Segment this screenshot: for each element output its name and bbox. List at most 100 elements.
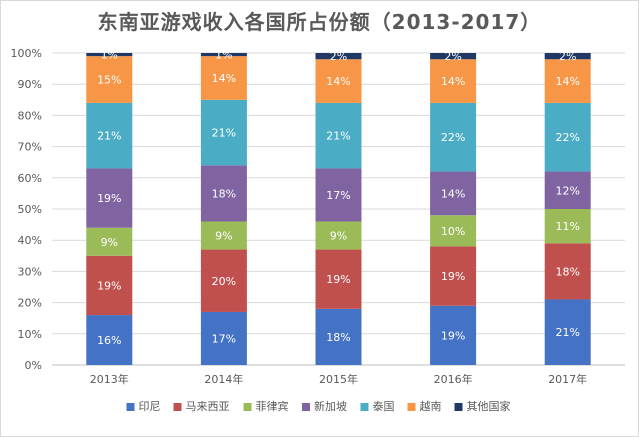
- bar-segment: [200, 99, 247, 166]
- y-tick-label: 60%: [18, 172, 42, 185]
- legend-swatch: [126, 403, 135, 411]
- data-label: 21%: [555, 326, 579, 339]
- x-tick-label: 2017年: [548, 372, 587, 386]
- bar-segment: [200, 56, 247, 100]
- data-label: 22%: [555, 131, 579, 144]
- x-tick-label: 2016年: [434, 372, 473, 386]
- data-label: 14%: [326, 75, 350, 88]
- bar-segment: [200, 53, 247, 57]
- bar-segment: [315, 102, 362, 169]
- bar-segment: [430, 171, 477, 216]
- data-label: 9%: [101, 236, 118, 249]
- data-label: 18%: [555, 265, 579, 278]
- legend-label: 新加坡: [314, 399, 347, 413]
- data-label: 12%: [555, 184, 579, 197]
- legend-label: 菲律宾: [256, 399, 289, 413]
- data-label: 1%: [101, 49, 118, 62]
- bar-segment: [430, 59, 477, 103]
- bar-segment: [430, 305, 477, 365]
- bar-segment: [315, 59, 362, 103]
- data-label: 14%: [441, 187, 465, 200]
- data-label: 1%: [215, 49, 232, 62]
- legend-label: 印尼: [139, 400, 161, 413]
- legend-swatch: [302, 403, 310, 411]
- bar-segment: [200, 165, 247, 222]
- x-tick-label: 2015年: [319, 372, 358, 386]
- chart-title: 东南亚游戏收入各国所占份额（2013-2017）: [97, 10, 542, 34]
- legend-label: 其他国家: [467, 399, 511, 413]
- bar-segment: [315, 53, 362, 60]
- data-label: 16%: [97, 334, 121, 347]
- bar-segment: [544, 102, 591, 172]
- data-label: 19%: [441, 329, 465, 342]
- bar-segment: [315, 168, 362, 222]
- data-label: 18%: [212, 187, 236, 200]
- y-tick-label: 80%: [18, 109, 42, 122]
- bar-segment: [86, 53, 133, 57]
- bar-segment: [430, 246, 477, 306]
- y-tick-label: 70%: [18, 141, 42, 154]
- y-tick-label: 0%: [25, 359, 42, 372]
- legend-label: 马来西亚: [186, 400, 230, 413]
- data-label: 11%: [555, 220, 579, 233]
- legend-swatch: [407, 403, 416, 411]
- data-label: 2%: [444, 50, 461, 63]
- bar-segment: [200, 221, 247, 250]
- bar-segment: [86, 102, 133, 169]
- y-tick-label: 40%: [18, 234, 42, 247]
- bar-segment: [544, 243, 591, 300]
- data-label: 18%: [326, 331, 350, 344]
- data-label: 14%: [555, 75, 579, 88]
- bar-segment: [544, 171, 591, 209]
- bar-segment: [544, 59, 591, 103]
- bar-segment: [86, 227, 133, 256]
- legend-swatch: [243, 403, 252, 411]
- legend-swatch: [454, 403, 463, 411]
- data-label: 2%: [559, 50, 576, 63]
- data-label: 21%: [212, 127, 236, 140]
- data-label: 15%: [97, 74, 121, 87]
- bar-segment: [86, 255, 133, 316]
- x-tick-label: 2014年: [204, 372, 243, 386]
- data-label: 17%: [212, 332, 236, 345]
- bar-segment: [86, 56, 133, 103]
- data-label: 20%: [212, 275, 236, 288]
- y-tick-label: 10%: [18, 328, 42, 341]
- y-tick-label: 20%: [18, 297, 42, 310]
- data-label: 14%: [212, 72, 236, 85]
- y-tick-label: 30%: [18, 265, 42, 278]
- bar-segment: [430, 53, 477, 60]
- y-tick-label: 50%: [18, 203, 42, 216]
- bar-segment: [315, 308, 362, 365]
- data-label: 14%: [441, 75, 465, 88]
- legend-swatch: [360, 403, 369, 411]
- bar-segment: [315, 221, 362, 250]
- bar-segment: [430, 215, 477, 247]
- data-label: 19%: [97, 192, 121, 205]
- bar-segment: [315, 249, 362, 309]
- y-tick-label: 90%: [18, 78, 42, 91]
- x-tick-label: 2013年: [90, 372, 129, 386]
- data-label: 21%: [326, 130, 350, 143]
- legend-label: 越南: [420, 399, 442, 413]
- data-label: 9%: [215, 230, 232, 243]
- legend-label: 泰国: [373, 399, 395, 413]
- data-label: 10%: [441, 225, 465, 238]
- data-label: 2%: [330, 50, 347, 63]
- bar-segment: [544, 299, 591, 365]
- bar-segment: [86, 315, 133, 365]
- bar-segment: [430, 102, 477, 172]
- data-label: 17%: [326, 189, 350, 202]
- bar-segment: [544, 53, 591, 60]
- bar-segment: [200, 311, 247, 365]
- data-label: 19%: [326, 273, 350, 286]
- data-label: 21%: [97, 130, 121, 143]
- bar-segment: [544, 209, 591, 244]
- legend-swatch: [173, 403, 182, 411]
- data-label: 19%: [441, 270, 465, 283]
- data-label: 19%: [97, 279, 121, 292]
- data-label: 9%: [330, 230, 347, 243]
- bar-segment: [86, 168, 133, 228]
- data-label: 22%: [441, 131, 465, 144]
